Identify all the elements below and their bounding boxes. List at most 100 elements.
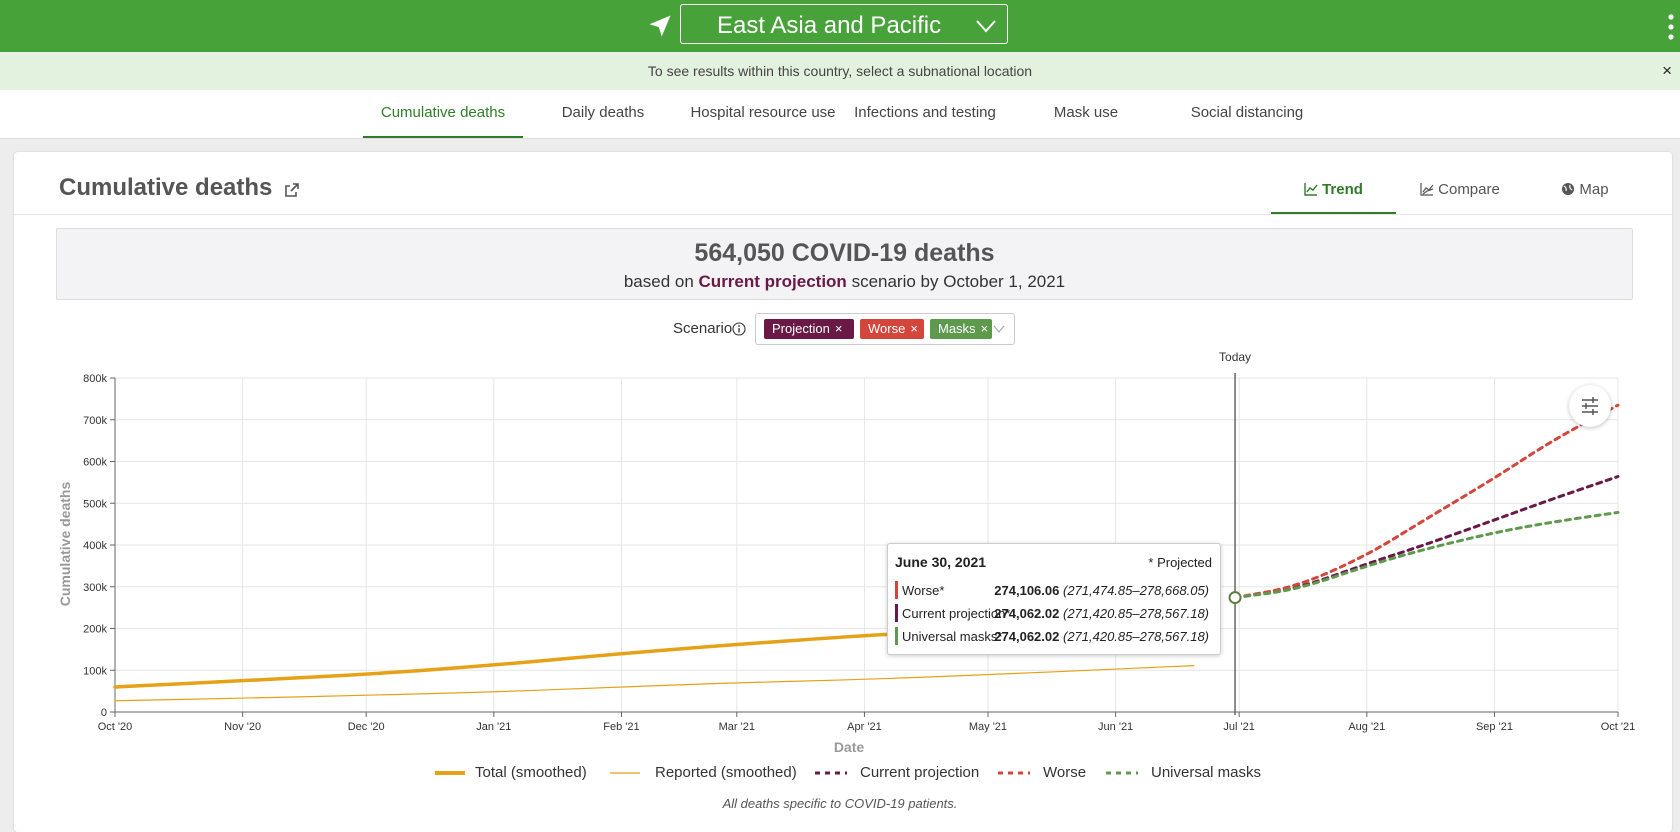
x-tick-label: Oct '21: [1601, 721, 1636, 733]
hover-point: [1228, 591, 1242, 605]
info-icon[interactable]: [732, 322, 746, 336]
x-tick-label: Dec '20: [348, 721, 385, 733]
y-tick-label: 300k: [83, 582, 107, 594]
tooltip-row-universal-masks: Universal masks* 274,062.02 (271,420.85–…: [895, 627, 1215, 645]
sliders-icon: [1582, 397, 1598, 415]
summary-prefix: based on: [623, 272, 694, 291]
tooltip-row-worse: Worse* 274,106.06 (271,474.85–278,668.05…: [895, 581, 1215, 599]
legend-swatch: [435, 771, 465, 775]
close-icon[interactable]: ×: [1662, 61, 1672, 80]
legend-label: Worse: [1043, 764, 1087, 781]
chart-tooltip: June 30, 2021 * Projected Worse* 274,106…: [887, 543, 1221, 655]
series-line-reported-smoothed: [114, 665, 1195, 702]
tab-compare[interactable]: Compare: [1410, 172, 1510, 212]
chart-legend: Total (smoothed) Reported (smoothed) Cur…: [0, 764, 1680, 784]
scenario-chip-masks[interactable]: Masks ×: [930, 319, 992, 339]
scenario-label: Scenario: [673, 320, 733, 337]
card-divider: [14, 214, 1672, 215]
remove-chip-icon[interactable]: ×: [834, 321, 843, 336]
globe-icon: [1562, 183, 1575, 195]
tooltip-series-name: Universal masks*: [902, 629, 1003, 644]
tooltip-value: 274,062.02: [994, 629, 1060, 644]
line-chart-icon: [1304, 183, 1318, 196]
legend-label: Reported (smoothed): [655, 764, 797, 781]
x-tick-label: Mar '21: [719, 721, 755, 733]
tooltip-swatch: [895, 627, 898, 645]
y-tick-label: 0: [101, 707, 107, 719]
location-arrow-icon[interactable]: [646, 12, 674, 40]
chevron-down-icon: [976, 20, 996, 33]
tab-mask-use[interactable]: Mask use: [1053, 104, 1119, 121]
chevron-down-icon[interactable]: [993, 324, 1005, 334]
legend-swatch: [610, 772, 640, 774]
chart-footnote: All deaths specific to COVID-19 patients…: [722, 796, 958, 811]
tooltip-range: (271,420.85–278,567.18): [1062, 629, 1209, 644]
tooltip-series-name: Worse*: [902, 583, 945, 598]
summary-box: 564,050 COVID-19 deaths based on Current…: [56, 228, 1633, 300]
y-tick-label: 700k: [83, 415, 107, 427]
tab-infections-and-testing[interactable]: Infections and testing: [854, 104, 996, 121]
kebab-menu-icon[interactable]: [1668, 14, 1674, 40]
tooltip-value: 274,062.02: [994, 606, 1060, 621]
tooltip-series-value: 274,106.06 (271,474.85–278,668.05): [994, 583, 1209, 598]
subnational-notice: To see results within this country, sele…: [0, 52, 1680, 90]
x-tick-label: Sep '21: [1476, 721, 1513, 733]
summary-headline: 564,050 COVID-19 deaths: [694, 239, 995, 267]
legend-swatch: [815, 771, 847, 775]
tooltip-series-value: 274,062.02 (271,420.85–278,567.18): [994, 629, 1209, 644]
x-tick-label: May '21: [969, 721, 1007, 733]
tab-compare-label: Compare: [1438, 181, 1500, 198]
tooltip-range: (271,474.85–278,668.05): [1062, 583, 1209, 598]
x-tick-label: Nov '20: [224, 721, 261, 733]
location-select[interactable]: East Asia and Pacific: [680, 4, 1008, 44]
metric-tabs: Cumulative deaths Daily deaths Hospital …: [0, 90, 1680, 139]
tab-map[interactable]: Map: [1550, 172, 1620, 212]
y-axis-label: Cumulative deaths: [57, 482, 73, 607]
tab-social-distancing[interactable]: Social distancing: [1190, 104, 1304, 121]
scenario-chip-worse[interactable]: Worse ×: [860, 319, 924, 339]
location-select-value: East Asia and Pacific: [717, 12, 942, 39]
notice-text: To see results within this country, sele…: [647, 63, 1033, 79]
y-tick-label: 600k: [83, 457, 107, 469]
page-title: Cumulative deaths: [59, 174, 273, 201]
x-tick-label: Apr '21: [847, 721, 882, 733]
legend-swatch: [1106, 771, 1138, 775]
tooltip-series-name: Current projection*: [902, 606, 1011, 621]
tab-trend-label: Trend: [1322, 181, 1363, 198]
y-tick-label: 400k: [83, 540, 107, 552]
chip-label: Worse: [868, 321, 906, 336]
remove-chip-icon[interactable]: ×: [910, 321, 918, 336]
tab-trend[interactable]: Trend: [1271, 172, 1396, 214]
x-tick-label: Feb '21: [603, 721, 639, 733]
compare-chart-icon: [1420, 183, 1434, 196]
tooltip-date: June 30, 2021: [895, 554, 987, 570]
scenario-select[interactable]: Projection × Worse × Masks ×: [755, 313, 1015, 345]
tab-daily-deaths[interactable]: Daily deaths: [561, 104, 645, 121]
tooltip-swatch: [895, 604, 898, 622]
tooltip-swatch: [895, 581, 898, 599]
x-tick-label: Oct '20: [98, 721, 133, 733]
summary-suffix: scenario by October 1, 2021: [851, 272, 1066, 291]
chip-label: Masks: [938, 321, 976, 336]
chip-label: Projection: [772, 321, 830, 336]
external-link-icon[interactable]: [284, 182, 300, 198]
x-tick-label: Jun '21: [1098, 721, 1133, 733]
summary-subline: based on Current projection scenario by …: [57, 272, 1632, 292]
y-tick-label: 500k: [83, 498, 107, 510]
x-tick-label: Jan '21: [476, 721, 511, 733]
top-bar: East Asia and Pacific: [0, 0, 1680, 52]
today-label: Today: [1219, 350, 1251, 364]
chart-settings-button[interactable]: [1569, 385, 1611, 427]
tab-hospital-resource-use[interactable]: Hospital resource use: [690, 104, 836, 121]
legend-label: Total (smoothed): [475, 764, 587, 781]
x-tick-label: Jul '21: [1223, 721, 1254, 733]
tooltip-series-value: 274,062.02 (271,420.85–278,567.18): [994, 606, 1209, 621]
x-tick-label: Aug '21: [1348, 721, 1385, 733]
summary-scenario: Current projection: [698, 272, 847, 291]
tab-cumulative-deaths[interactable]: Cumulative deaths: [363, 90, 523, 138]
tab-map-label: Map: [1579, 181, 1609, 198]
scenario-chip-projection[interactable]: Projection ×: [764, 319, 854, 339]
tooltip-range: (271,420.85–278,567.18): [1062, 606, 1209, 621]
remove-chip-icon[interactable]: ×: [980, 321, 989, 336]
